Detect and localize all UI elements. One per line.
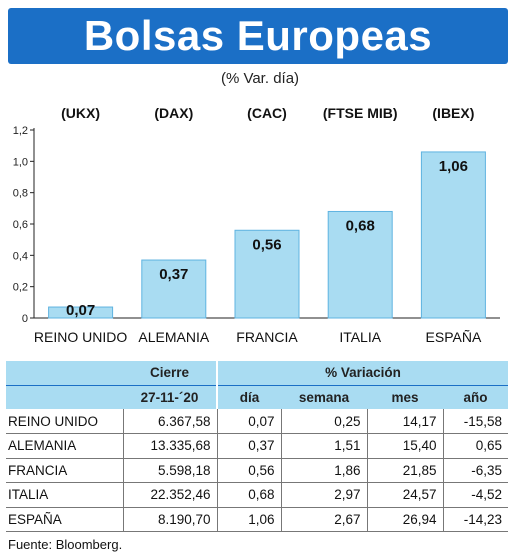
row-dia: 0,56 xyxy=(216,458,281,483)
table-header-row-2: 27-11-´20 día semana mes año xyxy=(6,385,508,409)
row-anio: -14,23 xyxy=(442,507,508,532)
row-mes: 21,85 xyxy=(366,458,443,483)
row-name: ESPAÑA xyxy=(6,507,123,532)
row-mes: 14,17 xyxy=(366,409,443,434)
source-note: Fuente: Bloomberg. xyxy=(8,537,123,552)
index-label: (IBEX) xyxy=(432,105,474,121)
row-dia: 0,68 xyxy=(216,482,281,508)
y-tick-label: 0 xyxy=(22,313,28,325)
bar-value-label: 0,07 xyxy=(66,302,95,319)
index-label: (UKX) xyxy=(61,105,100,121)
y-tick-label: 1,2 xyxy=(13,125,28,137)
header-semana: semana xyxy=(281,385,367,409)
row-semana: 2,97 xyxy=(280,482,367,508)
row-mes: 15,40 xyxy=(366,433,443,459)
y-tick-label: 1,0 xyxy=(13,156,28,168)
header-date: 27-11-´20 xyxy=(123,385,217,409)
table-header-row-1: Cierre % Variación xyxy=(6,361,508,386)
page-title: Bolsas Europeas xyxy=(83,12,433,59)
markets-table-wrap: Cierre % Variación 27-11-´20 día semana … xyxy=(6,361,508,532)
header-blank xyxy=(6,361,123,386)
row-semana: 1,86 xyxy=(280,458,367,483)
row-anio: -15,58 xyxy=(442,409,508,434)
bar-chart: 0 0,2 0,4 0,6 0,8 1,0 1,2 0,07 (UKX) REINO UNIDO 0… xyxy=(13,105,500,345)
row-semana: 0,25 xyxy=(280,409,367,434)
index-label: (FTSE MIB) xyxy=(323,105,398,121)
chart-subtitle: (% Var. día) xyxy=(220,70,300,87)
category-label: ESPAÑA xyxy=(426,329,482,345)
y-tick-label: 0,6 xyxy=(13,219,28,231)
row-cierre: 13.335,68 xyxy=(122,433,217,459)
index-label: (DAX) xyxy=(154,105,193,121)
category-label: REINO UNIDO xyxy=(34,329,127,345)
row-anio: -4,52 xyxy=(442,482,508,508)
row-name: ALEMANIA xyxy=(6,433,123,459)
row-cierre: 8.190,70 xyxy=(122,507,217,532)
row-anio: 0,65 xyxy=(442,433,508,459)
table-row: REINO UNIDO 6.367,58 0,07 0,25 14,17 -15… xyxy=(6,409,508,434)
row-anio: -6,35 xyxy=(442,458,508,483)
row-cierre: 5.598,18 xyxy=(122,458,217,483)
row-dia: 0,07 xyxy=(216,409,281,434)
table-row: ESPAÑA 8.190,70 1,06 2,67 26,94 -14,23 xyxy=(6,507,508,532)
bar-value-label: 0,56 xyxy=(252,236,281,253)
header-mes: mes xyxy=(367,385,443,409)
bar-value-label: 1,06 xyxy=(439,158,468,175)
y-tick-label: 0,2 xyxy=(13,282,28,294)
header-dia: día xyxy=(216,385,281,409)
row-cierre: 22.352,46 xyxy=(122,482,217,508)
row-dia: 0,37 xyxy=(216,433,281,459)
bar xyxy=(327,210,393,319)
row-semana: 1,51 xyxy=(280,433,367,459)
header-anio: año xyxy=(443,385,508,409)
bar-value-label: 0,37 xyxy=(159,266,188,283)
category-label: FRANCIA xyxy=(236,329,298,345)
bar xyxy=(48,306,114,319)
row-name: REINO UNIDO xyxy=(6,409,123,434)
markets-table: Cierre % Variación 27-11-´20 día semana … xyxy=(6,361,508,532)
category-label: ALEMANIA xyxy=(138,329,209,345)
row-dia: 1,06 xyxy=(216,507,281,532)
table-row: FRANCIA 5.598,18 0,56 1,86 21,85 -6,35 xyxy=(6,458,508,483)
bar-value-label: 0,68 xyxy=(346,217,375,234)
row-name: FRANCIA xyxy=(6,458,123,483)
bar xyxy=(420,151,486,319)
row-mes: 26,94 xyxy=(366,507,443,532)
row-cierre: 6.367,58 xyxy=(122,409,217,434)
bar xyxy=(234,229,300,319)
index-label: (CAC) xyxy=(247,105,287,121)
table-row: ALEMANIA 13.335,68 0,37 1,51 15,40 0,65 xyxy=(6,433,508,459)
bar xyxy=(141,259,207,319)
y-tick-label: 0,4 xyxy=(13,250,28,262)
row-mes: 24,57 xyxy=(366,482,443,508)
table-row: ITALIA 22.352,46 0,68 2,97 24,57 -4,52 xyxy=(6,482,508,508)
header-blank-2 xyxy=(6,385,123,409)
category-label: ITALIA xyxy=(339,329,381,345)
row-name: ITALIA xyxy=(6,482,123,508)
row-semana: 2,67 xyxy=(280,507,367,532)
header-cierre: Cierre xyxy=(123,361,217,386)
header-variacion: % Variación xyxy=(216,361,508,386)
y-tick-label: 0,8 xyxy=(13,188,28,200)
title-banner: Bolsas Europeas xyxy=(8,8,508,64)
